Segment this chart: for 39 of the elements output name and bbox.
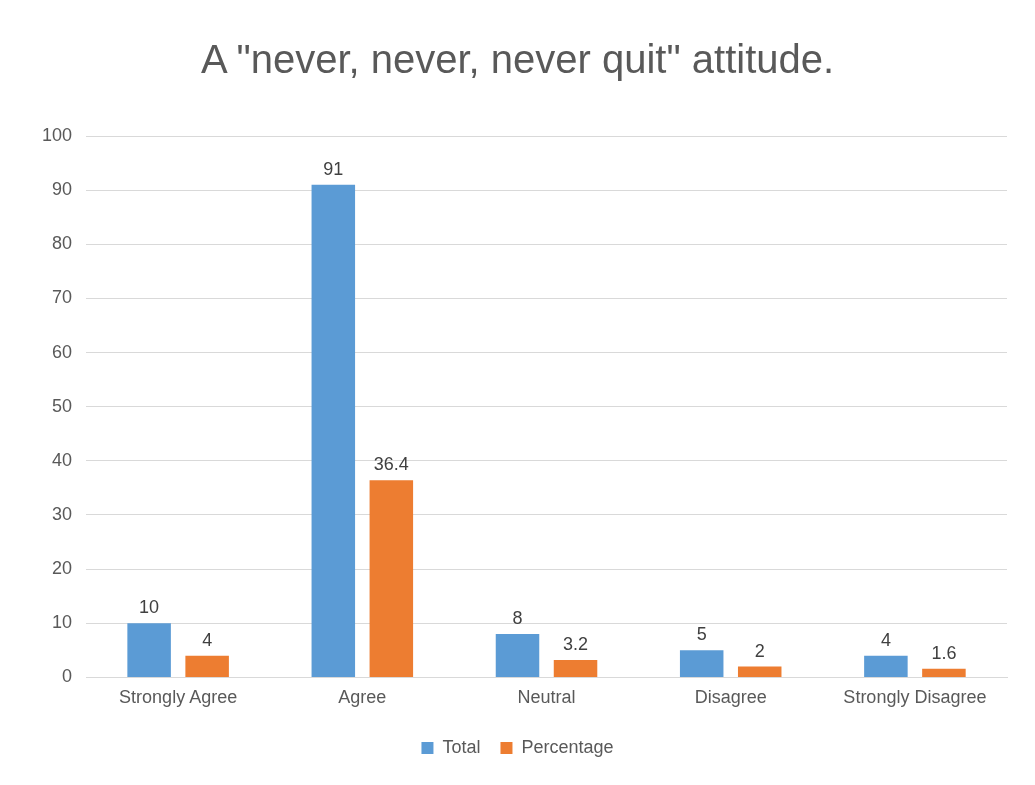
x-tick-label: Agree — [338, 687, 387, 708]
data-label: 91 — [323, 158, 344, 179]
data-label: 2 — [754, 640, 765, 661]
chart-title: A "never, never, never quit" attitude. — [200, 37, 835, 82]
y-tick-label: 50 — [52, 395, 73, 416]
data-label: 10 — [139, 597, 160, 618]
bar — [737, 666, 782, 677]
data-label: 1.6 — [931, 642, 957, 663]
y-tick-label: 100 — [41, 124, 73, 145]
x-tick-label: Neutral — [517, 687, 576, 708]
y-tick-label: 0 — [62, 666, 73, 687]
bar — [553, 660, 598, 677]
y-tick-label: 10 — [52, 612, 73, 633]
bar — [495, 634, 540, 677]
bar — [185, 655, 229, 677]
y-tick-label: 70 — [52, 287, 73, 308]
x-tick-label: Strongly Disagree — [843, 687, 987, 708]
legend-label: Total — [442, 736, 481, 757]
data-label: 4 — [880, 629, 891, 650]
data-label: 36.4 — [373, 454, 409, 475]
y-tick-label: 90 — [52, 179, 73, 200]
bar — [311, 184, 356, 677]
data-label: 4 — [202, 629, 213, 650]
bar — [679, 650, 724, 677]
x-tick-label: Strongly Agree — [119, 687, 238, 708]
bar — [864, 655, 908, 677]
bar — [922, 668, 966, 677]
y-tick-label: 20 — [52, 558, 73, 579]
x-tick-label: Disagree — [694, 687, 767, 708]
bar — [369, 480, 414, 677]
data-label: 5 — [696, 624, 707, 645]
data-label: 3.2 — [563, 634, 589, 655]
y-tick-label: 40 — [52, 449, 73, 470]
bar — [127, 623, 171, 677]
y-tick-label: 80 — [52, 233, 73, 254]
legend-label: Percentage — [521, 736, 614, 757]
y-tick-label: 60 — [52, 341, 73, 362]
data-label: 8 — [512, 608, 523, 629]
y-tick-label: 30 — [52, 503, 73, 524]
